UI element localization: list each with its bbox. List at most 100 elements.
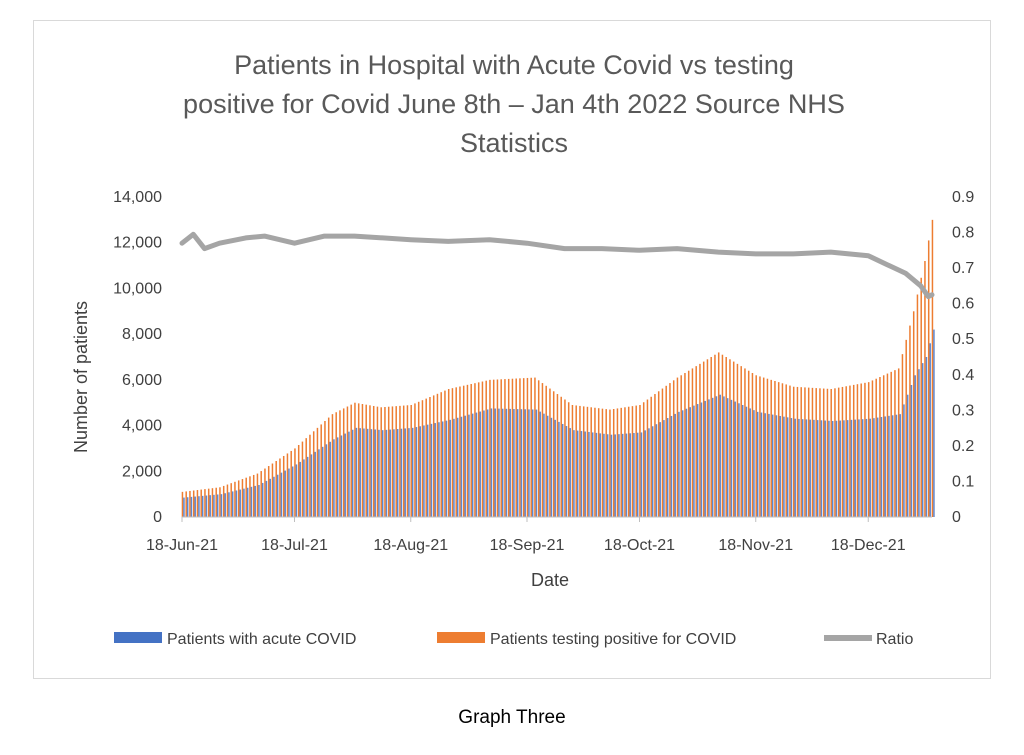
bar-acute — [430, 423, 433, 517]
bar-acute — [618, 434, 620, 517]
bar-testing-positive — [294, 448, 296, 517]
bar-acute — [899, 414, 901, 517]
bar-testing-positive — [597, 408, 600, 517]
bar-testing-positive — [402, 405, 405, 517]
bar-acute — [663, 420, 665, 517]
bar-acute — [363, 428, 365, 517]
bar-testing-positive — [800, 387, 802, 517]
y-tick-label: 14,000 — [113, 189, 162, 206]
y-axis-title: Number of patients — [71, 301, 91, 453]
bar-acute — [404, 428, 406, 517]
bar-testing-positive — [691, 368, 694, 517]
bar-acute — [254, 485, 256, 517]
bar-acute — [854, 419, 856, 517]
bar-acute — [276, 474, 279, 517]
bar-testing-positive — [481, 381, 484, 517]
y-tick-label: 4,000 — [122, 418, 162, 435]
bar-acute — [288, 468, 290, 517]
bar-testing-positive — [305, 438, 307, 517]
bar-testing-positive — [680, 375, 682, 517]
bar-acute — [876, 417, 879, 517]
bar-testing-positive — [920, 277, 922, 517]
bar-acute — [595, 432, 598, 517]
bar-acute — [891, 415, 894, 517]
x-tick-label: 18-Jun-21 — [146, 537, 218, 554]
bar-testing-positive — [215, 487, 217, 517]
bar-testing-positive — [834, 388, 836, 517]
bar-acute — [711, 397, 714, 517]
bar-testing-positive — [646, 399, 649, 517]
bar-testing-positive — [654, 394, 656, 517]
bar-testing-positive — [766, 378, 769, 517]
bar-acute — [726, 398, 729, 517]
bar-acute — [768, 413, 770, 517]
bar-testing-positive — [905, 339, 907, 517]
bar-testing-positive — [196, 490, 199, 517]
y2-tick-label: 0.7 — [952, 260, 974, 277]
bar-testing-positive — [822, 388, 825, 517]
bar-testing-positive — [826, 388, 829, 517]
bar-testing-positive — [309, 434, 311, 517]
bar-acute — [753, 410, 755, 517]
bar-testing-positive — [507, 378, 510, 517]
bar-acute — [415, 427, 418, 517]
bar-testing-positive — [440, 392, 442, 517]
bar-testing-positive — [594, 407, 596, 517]
bar-acute — [325, 444, 328, 517]
bar-acute — [239, 489, 241, 517]
bar-acute — [565, 426, 568, 517]
bar-acute — [280, 472, 283, 517]
bar-testing-positive — [222, 485, 225, 517]
bar-acute — [603, 433, 605, 517]
x-tick-label: 18-Aug-21 — [373, 537, 448, 554]
bar-testing-positive — [852, 384, 855, 517]
bar-acute — [651, 426, 654, 517]
bar-testing-positive — [605, 409, 607, 517]
bar-acute — [389, 429, 391, 517]
bar-acute — [261, 482, 264, 517]
bar-acute — [576, 430, 579, 517]
bar-acute — [745, 406, 748, 517]
bar-testing-positive — [545, 385, 547, 517]
bar-testing-positive — [744, 368, 746, 517]
bar-acute — [843, 420, 845, 517]
bar-testing-positive — [871, 380, 874, 517]
bar-acute — [344, 433, 346, 517]
bar-testing-positive — [241, 479, 244, 517]
bar-testing-positive — [436, 393, 439, 517]
bar-testing-positive — [582, 406, 585, 517]
bar-testing-positive — [357, 403, 360, 517]
bar-acute — [273, 476, 275, 517]
bar-testing-positive — [642, 402, 645, 517]
bar-acute — [528, 409, 530, 517]
bar-testing-positive — [631, 406, 634, 517]
bar-acute — [828, 420, 830, 517]
bar-testing-positive — [864, 382, 866, 517]
bar-testing-positive — [777, 382, 780, 517]
x-axis-ticks: 18-Jun-21 18-Jul-21 18-Aug-21 18-Sep-21 18-O… — [146, 517, 906, 554]
bar-acute — [543, 413, 545, 517]
bar-testing-positive — [687, 370, 690, 517]
bar-acute — [198, 496, 200, 517]
bar-acute — [321, 446, 324, 517]
bar-acute — [693, 405, 695, 517]
y2-axis-ticks: 0 0.1 0.2 0.3 0.4 0.5 0.6 0.7 0.8 0.9 — [952, 189, 974, 526]
bar-acute — [824, 420, 826, 517]
y2-tick-label: 0.4 — [952, 367, 974, 384]
bar-testing-positive — [451, 388, 454, 517]
bar-acute — [636, 432, 639, 517]
bar-acute — [696, 404, 699, 517]
bar-acute — [471, 413, 474, 517]
bar-testing-positive — [327, 417, 330, 517]
bar-acute — [610, 434, 613, 517]
y-tick-label: 6,000 — [122, 372, 162, 389]
bar-testing-positive — [207, 488, 210, 517]
bar-acute — [408, 428, 410, 517]
bar-testing-positive — [706, 359, 709, 517]
bar-acute — [861, 419, 864, 517]
bar-testing-positive — [384, 407, 386, 517]
bar-testing-positive — [762, 377, 765, 517]
bar-acute — [531, 409, 534, 517]
bar-testing-positive — [811, 387, 814, 517]
bar-testing-positive — [230, 483, 232, 517]
